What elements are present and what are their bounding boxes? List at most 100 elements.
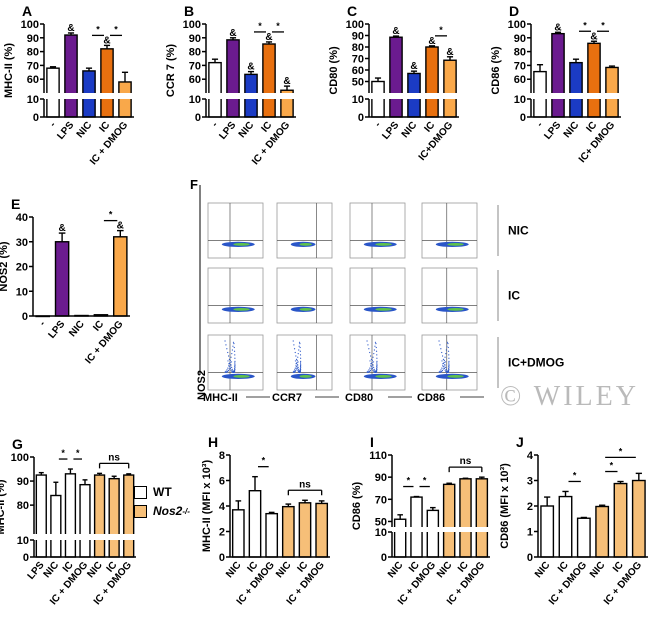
cell-dot [440,369,442,371]
panel-label: H [208,434,218,450]
y-tick-label: 0 [195,112,201,124]
y-tick-label: 0 [23,552,29,564]
y-tick-label: 100 [346,19,364,31]
y-tick-label: 10 [189,94,201,106]
bar [50,494,62,558]
legend-label: WT [153,485,172,499]
significance-amp: & [428,36,435,47]
y-tick-label: 90 [375,472,387,484]
y-tick-label: 0 [358,112,364,124]
significance-amp: & [554,22,561,33]
cell-dot [232,341,235,343]
row-label: NIC [508,224,529,238]
significance-label: * [407,476,411,486]
cell-dot [229,367,232,370]
dot-plot [276,267,333,324]
y-axis-label: NOS2 [196,370,208,400]
cell-dot [231,353,233,355]
legend-sup: -/- [182,506,190,516]
y-tick-label: 90 [514,33,526,45]
y-tick-label: 40 [16,212,28,224]
cell-dot [300,364,302,367]
y-tick-label: 0 [381,552,387,564]
cell-dot [445,368,447,370]
cell-dot [445,349,447,351]
cell-dot [229,365,231,367]
x-tick-label: IC [584,120,599,135]
x-tick-label: - [210,120,221,130]
cell-dot [226,348,228,350]
y-axis-label: NOS2 (%) [0,241,10,291]
cell-dot [371,365,373,367]
cell-dot [445,366,447,368]
bar [613,482,628,558]
cell-dot [438,340,440,342]
cell-dot [373,368,375,370]
significance-label: * [262,456,266,466]
cell-population-core [299,308,312,311]
significance-amp: & [103,35,110,46]
y-tick-label: 2 [219,527,225,539]
y-tick-label: 2 [527,501,533,513]
legend: WT Nos2 -/- [134,485,190,523]
cell-dot [295,355,297,357]
significance-label: * [258,21,262,31]
cell-dot [296,364,299,366]
cell-dot [447,346,449,349]
cell-dot [299,371,301,373]
y-tick-label: 70 [27,60,39,72]
bar [371,80,385,118]
cell-dot [294,369,296,371]
panel-h: H MHC-II (MFI x 10³) NIC IC IC + DMOG NIC IC IC… [190,425,330,620]
y-tick-label: 0 [22,311,28,323]
cell-dot [298,345,300,347]
cell-dot [231,366,233,368]
bar [551,32,565,118]
cell-dot [229,361,231,363]
x-marker-label: MHC-II [203,392,238,404]
dot-plot [349,334,406,391]
cell-dot [369,360,371,362]
cell-dot [300,360,302,362]
bar [248,489,262,558]
cell-dot [228,368,230,370]
y-tick-label: 10 [27,94,39,106]
cell-dot [230,369,232,371]
x-tick-label: NIC [435,560,455,580]
y-axis-label: MHC-II (%) [0,479,7,534]
significance-label: * [583,20,587,30]
bar [79,483,91,558]
significance-label: * [619,446,623,456]
x-tick-label: NIC [67,319,87,339]
y-tick-label: 90 [17,476,29,488]
panel-d: D CD86 (%) - & LPS NIC & IC IC+ DMOG 0 10 60 70 80 90 1… [487,0,647,165]
axis-break [523,93,623,99]
cell-dot [370,365,372,367]
x-tick-label: IC [259,120,274,135]
cell-dot [445,370,447,372]
cell-dot [376,357,378,359]
cell-dot [376,362,378,364]
y-tick-label: 0 [527,552,533,564]
axis-break [26,534,138,540]
y-axis-label: CD86 (%) [490,46,502,95]
significance-label: ns [460,456,472,467]
cell-dot [226,371,228,373]
y-tick-label: 30 [16,237,28,249]
cell-dot [376,370,378,372]
y-tick-label: 10 [16,286,28,298]
y-tick-label: 4 [527,450,534,462]
cell-dot [228,363,230,365]
bar [64,473,77,558]
cell-dot [368,371,370,373]
cell-dot [234,366,236,368]
dot-plot [421,202,478,259]
bar [118,81,132,118]
significance-amp: & [446,47,453,58]
cell-dot [376,367,378,369]
y-tick-label: 0 [520,112,526,124]
cell-dot [447,371,450,373]
cell-dot [234,368,236,371]
